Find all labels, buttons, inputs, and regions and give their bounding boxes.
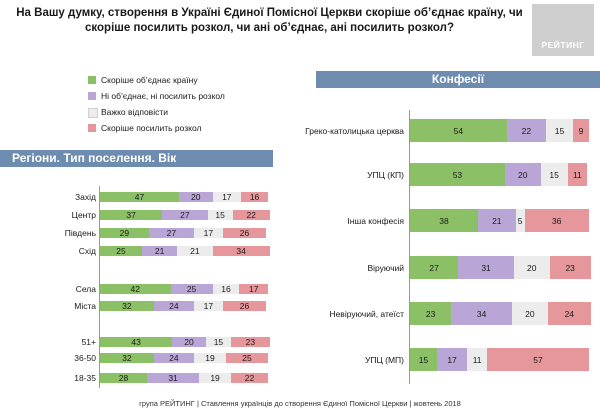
row-label: Віруючий <box>367 262 404 273</box>
axis-line <box>409 110 410 384</box>
regions-section-banner: Регіони. Тип поселення. Вік <box>0 150 273 167</box>
legend-item-split: Скоріше посилить розкол <box>88 122 225 138</box>
bar-segment: 37 <box>100 210 163 220</box>
bar-segment: 36 <box>524 209 589 232</box>
bar-segment: 34 <box>451 302 513 325</box>
legend-label-unite: Скоріше об’єднає країну <box>101 75 198 85</box>
bar-segment: 15 <box>207 210 233 220</box>
bar-segment: 22 <box>232 210 270 220</box>
bar-segment: 25 <box>100 246 142 256</box>
bar-segment: 22 <box>506 119 547 142</box>
bar-segment: 24 <box>547 302 591 325</box>
bar-segment: 24 <box>153 353 195 363</box>
bar-segment: 24 <box>153 301 195 311</box>
bar-segment: 22 <box>231 373 268 383</box>
legend-label-hard: Важко відповісти <box>101 107 168 117</box>
bar-segment: 17 <box>194 301 223 311</box>
bar-segment: 15 <box>410 348 437 371</box>
row-label: Греко-католицька церква <box>305 125 404 136</box>
bar-segment: 43 <box>100 337 173 347</box>
bar-segment: 53 <box>410 163 505 186</box>
bar-segment: 47 <box>100 192 179 202</box>
bar-segment: 15 <box>205 337 232 347</box>
row-label: 51+ <box>81 337 96 347</box>
bar-segment: 5 <box>515 209 525 232</box>
row-label: УПЦ (МП) <box>364 354 404 365</box>
bar-segment: 20 <box>504 163 541 186</box>
row-label: Невіруючий, атеїст <box>329 308 404 319</box>
footer-source: група РЕЙТИНГ | Ставлення українців до с… <box>139 399 461 408</box>
legend-label-neither: Ні об’єднає, ні посилить розкол <box>101 91 225 101</box>
bar-segment: 11 <box>567 163 588 186</box>
bar-segment: 19 <box>194 353 226 363</box>
bar-segment: 25 <box>226 353 268 363</box>
bar-segment: 17 <box>436 348 468 371</box>
bar-segment: 34 <box>212 246 270 256</box>
legend: Скоріше об’єднає країну Ні об’єднає, ні … <box>88 74 225 138</box>
bar-segment: 26 <box>222 301 267 311</box>
bar-segment: 20 <box>178 192 213 202</box>
bar-segment: 31 <box>147 373 200 383</box>
bar-segment: 17 <box>194 228 223 238</box>
bar-segment: 16 <box>241 192 268 202</box>
legend-item-neither: Ні об’єднає, ні посилить розкол <box>88 90 225 106</box>
bar-segment: 20 <box>512 302 548 325</box>
bar-segment: 20 <box>172 337 206 347</box>
bar-segment: 29 <box>100 228 149 238</box>
row-label: Міста <box>74 301 96 311</box>
bar-segment: 31 <box>458 256 514 279</box>
axis-line <box>99 186 100 388</box>
bar-segment: 57 <box>486 348 589 371</box>
logo-text: РЕЙТИНГ <box>541 40 585 50</box>
confessions-section-banner: Конфесії <box>316 71 600 88</box>
bar-segment: 20 <box>513 256 550 279</box>
legend-item-unite: Скоріше об’єднає країну <box>88 74 225 90</box>
bar-segment: 27 <box>410 256 459 279</box>
bar-segment: 54 <box>410 119 507 142</box>
bar-segment: 23 <box>410 302 452 325</box>
bar-segment: 28 <box>100 373 148 383</box>
legend-swatch-split <box>88 124 96 132</box>
bar-segment: 21 <box>478 209 516 232</box>
bar-segment: 23 <box>549 256 591 279</box>
row-label: УПЦ (КП) <box>367 169 404 180</box>
bar-segment: 23 <box>231 337 270 347</box>
bar-segment: 42 <box>100 284 171 294</box>
bar-segment: 15 <box>546 119 573 142</box>
bar-segment: 32 <box>100 353 154 363</box>
row-label: Інша конфесія <box>347 215 404 226</box>
bar-segment: 21 <box>177 246 213 256</box>
bar-segment: 32 <box>100 301 154 311</box>
bar-segment: 17 <box>212 192 242 202</box>
bar-segment: 27 <box>148 228 195 238</box>
bar-segment: 15 <box>540 163 568 186</box>
bar-segment: 26 <box>222 228 267 238</box>
bar-segment: 16 <box>212 284 240 294</box>
legend-label-split: Скоріше посилить розкол <box>101 123 202 133</box>
bar-segment: 17 <box>239 284 268 294</box>
row-label: Центр <box>71 210 96 220</box>
row-label: 36-50 <box>74 353 96 363</box>
bar-segment: 9 <box>572 119 589 142</box>
row-label: Захід <box>75 192 96 202</box>
legend-swatch-neither <box>88 92 96 100</box>
legend-swatch-hard <box>88 108 98 118</box>
legend-swatch-unite <box>88 76 96 84</box>
row-label: Південь <box>64 228 96 238</box>
bar-segment: 19 <box>199 373 232 383</box>
bar-segment: 21 <box>142 246 178 256</box>
rating-logo: РЕЙТИНГ <box>532 4 594 56</box>
bar-segment: 25 <box>170 284 213 294</box>
row-label: Села <box>75 284 96 294</box>
bar-segment: 11 <box>467 348 487 371</box>
bar-segment: 27 <box>162 210 208 220</box>
bar-segment: 38 <box>410 209 479 232</box>
legend-item-hard: Важко відповісти <box>88 106 225 122</box>
question-title: На Вашу думку, створення в Україні Єдино… <box>16 7 523 34</box>
row-label: Схід <box>78 246 96 256</box>
row-label: 18-35 <box>74 373 96 383</box>
